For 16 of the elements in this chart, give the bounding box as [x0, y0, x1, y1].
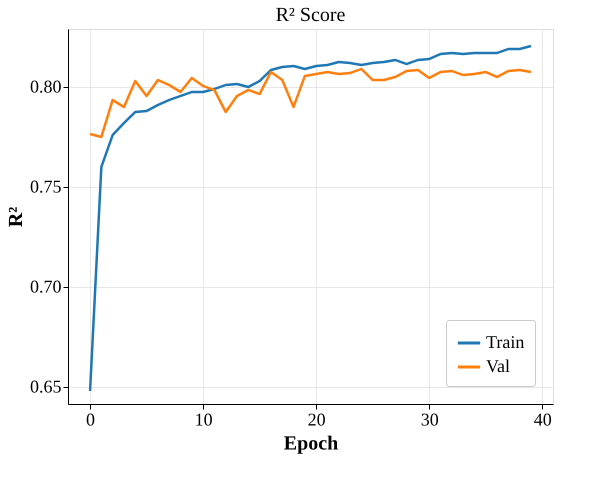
y-tick-label: 0.70 — [30, 276, 62, 296]
x-tick-label: 20 — [308, 410, 326, 430]
legend-label: Val — [486, 356, 510, 376]
y-tick-label: 0.75 — [30, 176, 62, 196]
line-series — [88, 68, 532, 138]
y-tick-label: 0.80 — [30, 76, 62, 96]
x-tick-label: 0 — [86, 410, 96, 430]
x-tick-label: 40 — [534, 410, 552, 430]
x-tick-label: 30 — [420, 410, 439, 430]
y-tick-label: 0.65 — [30, 376, 62, 396]
legend-label: Train — [486, 332, 524, 352]
line-series — [88, 44, 532, 392]
x-axis-title: Epoch — [284, 432, 338, 454]
chart-title: R² Score — [276, 4, 346, 26]
x-tick-label: 10 — [194, 410, 213, 430]
y-axis-title: R² — [5, 206, 27, 228]
